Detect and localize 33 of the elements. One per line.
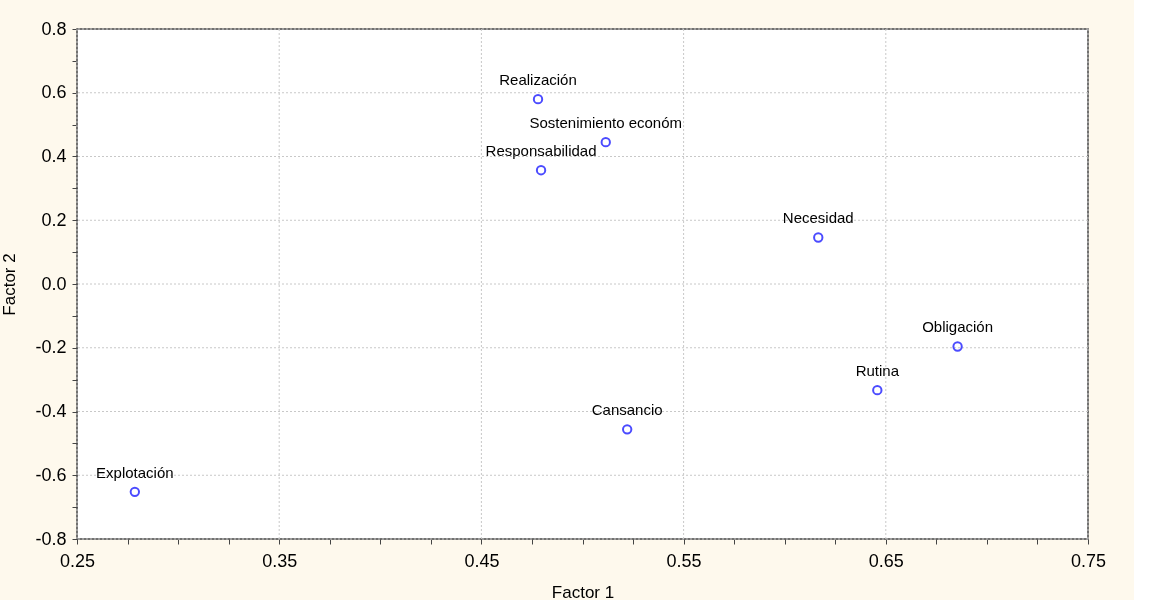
y-tick-label: 0.0 bbox=[41, 273, 67, 294]
point bbox=[532, 93, 544, 105]
y-tick-label: -0.6 bbox=[35, 464, 67, 485]
y-axis-title: Factor 2 bbox=[0, 253, 20, 316]
y-tick-label: 0.2 bbox=[41, 209, 67, 230]
y-tick-label: 0.4 bbox=[41, 146, 67, 166]
point bbox=[600, 136, 611, 148]
point bbox=[129, 486, 141, 497]
x-tick-label: 0.45 bbox=[464, 550, 500, 571]
x-tick-label: 0.75 bbox=[1070, 550, 1107, 571]
data-label: Rutina bbox=[855, 362, 900, 380]
data-label: Sostenimiento económ bbox=[529, 114, 683, 132]
x-tick-label: 0.65 bbox=[868, 550, 904, 571]
x-tick-label: 0.35 bbox=[262, 550, 298, 571]
point bbox=[622, 424, 633, 435]
data-label: Cansancio bbox=[591, 401, 663, 419]
y-tick-label: -0.4 bbox=[35, 401, 67, 421]
data-label: Explotación bbox=[96, 463, 174, 481]
data-label: Obligación bbox=[922, 318, 994, 336]
x-axis-title: Factor 1 bbox=[551, 582, 615, 602]
y-tick-label: -0.8 bbox=[35, 528, 67, 549]
y-tick-label: -0.2 bbox=[35, 337, 67, 358]
data-label: Necesidad bbox=[782, 209, 854, 227]
data-label: Realización bbox=[499, 71, 577, 89]
data-label: Responsabilidad bbox=[485, 142, 597, 160]
point bbox=[952, 341, 963, 352]
y-tick-label: 0.6 bbox=[41, 82, 67, 103]
point bbox=[813, 232, 824, 243]
y-tick-label: 0.8 bbox=[41, 18, 67, 39]
x-tick-label: 0.55 bbox=[666, 550, 702, 571]
point bbox=[872, 384, 883, 396]
point bbox=[535, 165, 547, 176]
x-tick-label: 0.25 bbox=[59, 550, 96, 571]
